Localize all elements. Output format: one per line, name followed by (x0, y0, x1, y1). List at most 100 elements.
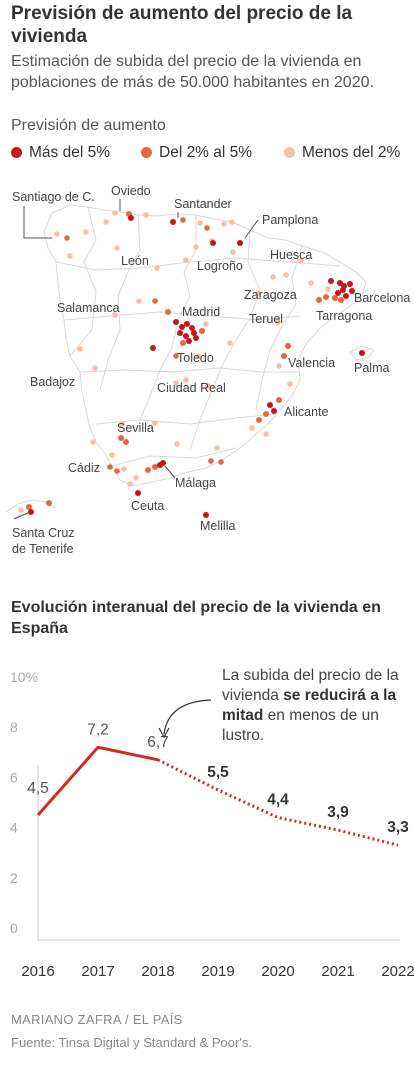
x-tick-label: 2018 (141, 963, 174, 980)
map-dot (195, 353, 201, 359)
page-title: Previsión de aumento del precio de la vi… (11, 3, 353, 47)
map-dot (152, 420, 158, 426)
annotation-text-bold: se reducirá a la mitad (222, 687, 397, 724)
map-dot (173, 380, 179, 386)
data-label: 4,5 (27, 780, 49, 797)
map-dot (193, 335, 199, 341)
city-label-santander: Santander (174, 197, 232, 211)
annotation-text-end: en menos de un lustro. (222, 707, 379, 744)
map-dot (128, 215, 134, 221)
map-dot (276, 363, 282, 369)
border-g (79, 367, 298, 373)
chart-title: Evolución interanual del precio de la vi… (11, 599, 381, 637)
y-tick-label: 2 (10, 870, 18, 886)
map-dot (203, 512, 209, 518)
annotation-arrow (163, 699, 212, 735)
city-label-leon: León (121, 254, 149, 268)
border-e (55, 257, 341, 271)
map-dot (316, 297, 322, 303)
city-dots (18, 210, 365, 518)
map-dot (173, 353, 179, 359)
city-label-logrono: Logroño (197, 259, 243, 273)
city-label-tarragona: Tarragona (316, 309, 372, 323)
border-west (69, 206, 97, 357)
border-h (95, 413, 277, 425)
x-tick-label: 2020 (261, 963, 294, 980)
border-f (63, 311, 301, 321)
map-dot (276, 397, 282, 403)
map-dot (165, 309, 171, 315)
map-dot (281, 353, 287, 359)
map-dot (205, 383, 211, 389)
x-axis: 2016 2017 2018 2019 2020 2021 2022 (21, 963, 414, 980)
leader-pamplona (244, 219, 259, 239)
map-dot (145, 467, 151, 473)
map-dot (119, 421, 125, 427)
map-dot (275, 319, 281, 325)
map-dot (133, 475, 139, 481)
map-dot (77, 346, 83, 352)
map-dot (118, 435, 124, 441)
map-dot (184, 321, 190, 327)
x-tick-label: 2022 (381, 963, 414, 980)
city-label-zaragoza: Zaragoza (244, 288, 297, 302)
data-label: 5,5 (207, 764, 229, 781)
map-dot (335, 290, 341, 296)
map-dot (46, 500, 52, 506)
peninsula-outline (43, 204, 367, 487)
map-dot (121, 466, 127, 472)
city-label-malaga: Málaga (175, 476, 216, 490)
spain-map: Santiago de C. Oviedo Santander Pamplona… (5, 184, 410, 556)
city-label-barcelona: Barcelona (354, 291, 410, 305)
map-dot (267, 402, 273, 408)
y-tick-label: 8 (10, 719, 18, 735)
map-dot (26, 504, 32, 510)
city-label-pamplona: Pamplona (262, 213, 318, 227)
city-label-ciudad-real: Ciudad Real (157, 381, 226, 395)
city-label-badajoz: Badajoz (30, 375, 75, 389)
map-dot (114, 468, 120, 474)
map-dot (28, 509, 34, 515)
city-labels: Santiago de C. Oviedo Santander Pamplona… (12, 184, 410, 556)
data-label: 4,4 (267, 792, 289, 809)
series-line-forecast (157, 758, 399, 847)
map-dot (214, 445, 220, 451)
map-dot (237, 240, 243, 246)
map-dot (271, 408, 277, 414)
leader-tenerife (13, 511, 31, 520)
page-subtitle: Estimación de subida del precio de la vi… (11, 53, 374, 91)
map-dot (107, 464, 113, 470)
city-label-huesca: Huesca (270, 248, 312, 262)
map-dot (191, 330, 197, 336)
map-dot (135, 490, 141, 496)
city-label-valencia: Valencia (288, 356, 335, 370)
map-dot (150, 345, 156, 351)
map-dot (174, 441, 180, 447)
map-dot (183, 377, 189, 383)
y-axis: 0 2 4 6 8 10% (10, 669, 38, 936)
map-dot (180, 217, 186, 223)
map-dot (112, 312, 118, 318)
map-dot (343, 293, 349, 299)
data-label: 7,2 (87, 721, 109, 738)
map-dot (263, 431, 269, 437)
map-dot (186, 338, 192, 344)
map-dot (136, 298, 142, 304)
legend-label-mid: Del 2% al 5% (159, 144, 253, 161)
city-label-toledo: Toledo (177, 351, 214, 365)
x-tick-label: 2019 (201, 963, 234, 980)
series-line-actual (36, 745, 159, 817)
city-label-tenerife: de Tenerife (12, 542, 74, 556)
city-label-salamanca: Salamanca (57, 301, 120, 315)
map-dot (197, 220, 203, 226)
map-dot (183, 257, 189, 263)
map-dot (249, 425, 255, 431)
map-dot (160, 460, 166, 466)
balearic-islands (349, 345, 375, 361)
map-dot (64, 235, 70, 241)
map-region-shapes (5, 204, 375, 519)
map-dot (54, 231, 60, 237)
city-label-oviedo: Oviedo (111, 184, 151, 198)
map-dot (263, 411, 269, 417)
border-i (111, 447, 237, 467)
